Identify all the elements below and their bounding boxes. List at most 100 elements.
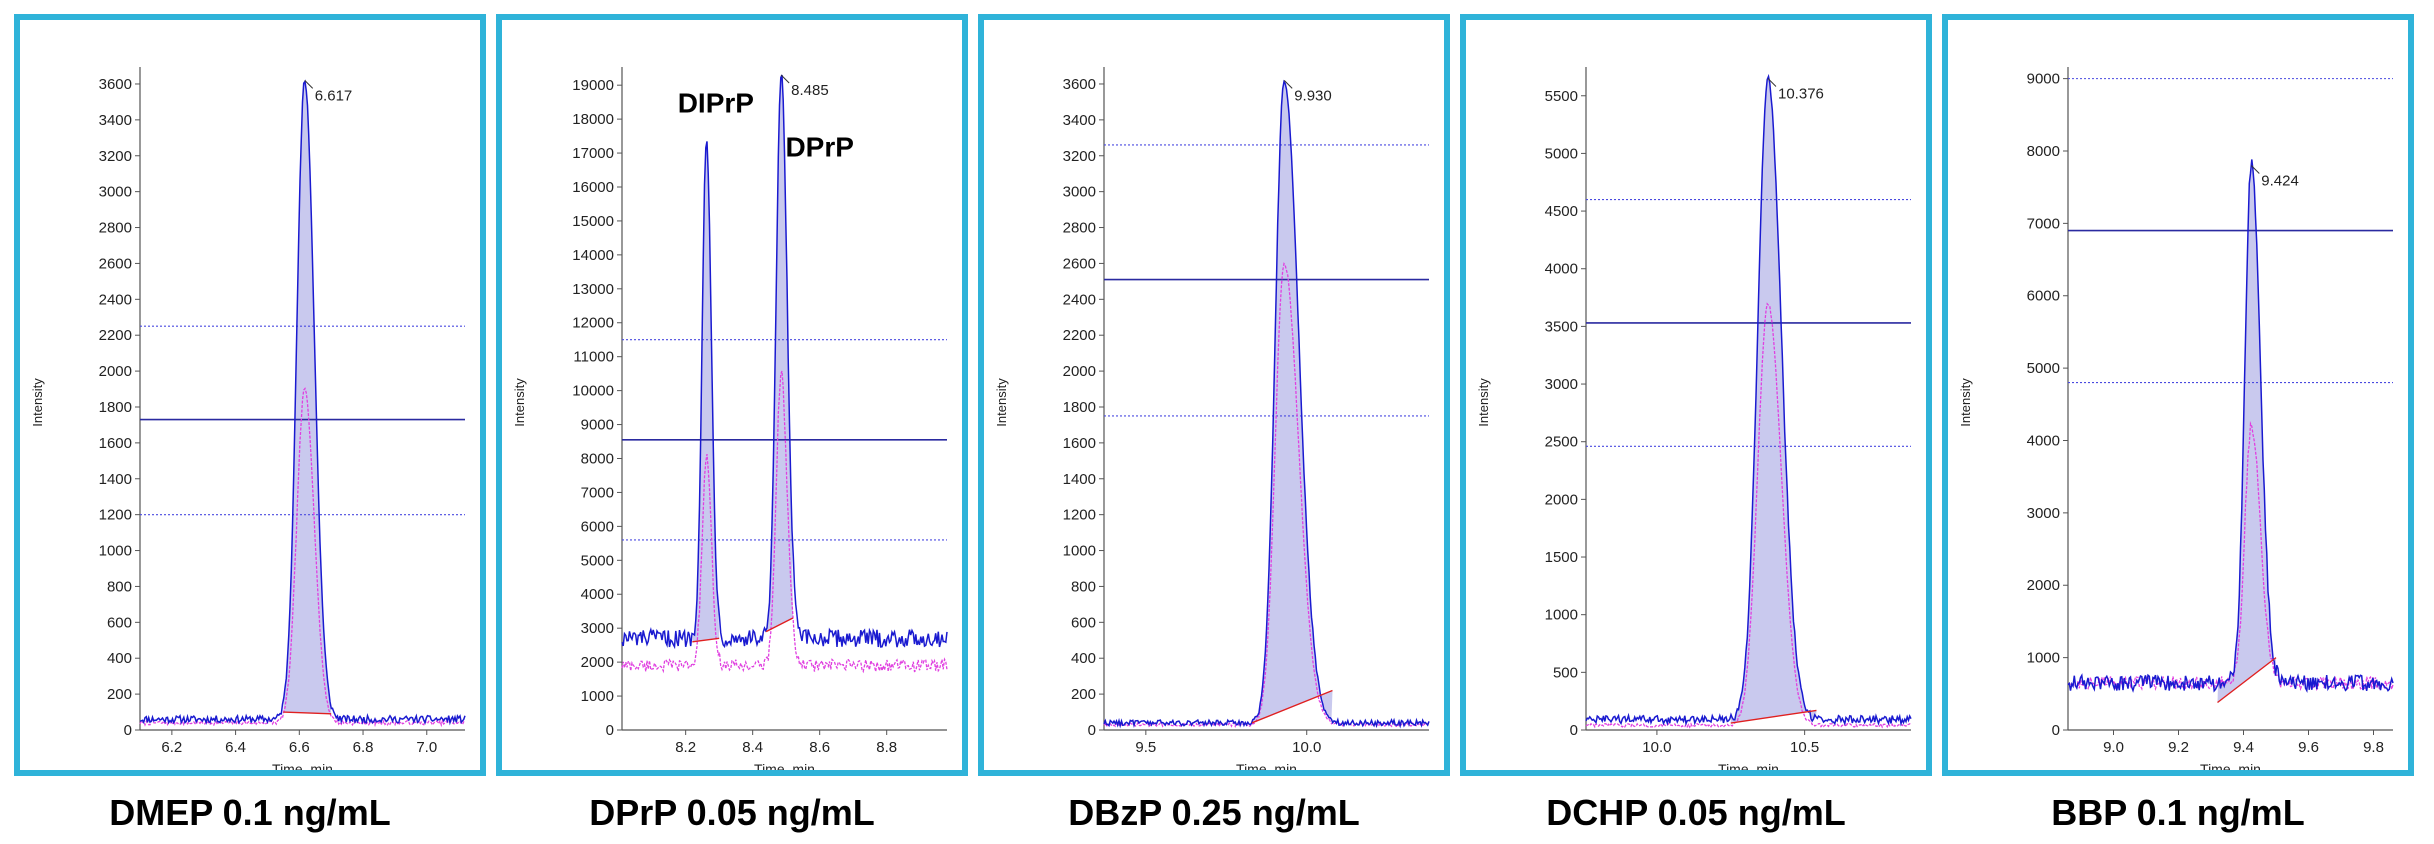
y-tick-label: 3200 (1063, 148, 1096, 165)
integration-baseline (1251, 689, 1333, 724)
y-tick-label: 4000 (2027, 432, 2060, 449)
peak-retention-label: 8.485 (791, 82, 829, 99)
secondary-trace (139, 387, 466, 728)
y-tick-label: 3400 (1063, 112, 1096, 129)
y-tick-label: 2600 (1063, 255, 1096, 272)
y-tick-label: 3400 (99, 112, 132, 129)
caption-1: DMEP 0.1 ng/mL (109, 792, 391, 833)
x-axis-title: Time, min (2200, 761, 2261, 770)
y-tick-label: 3000 (2027, 505, 2060, 522)
x-tick-label: 8.4 (742, 739, 763, 756)
chromatogram-panel-4: 0 500 1000 1500 2000 2500 3000 3500 4000 4500 5000… (1460, 14, 1932, 776)
y-tick-label: 3000 (1545, 376, 1578, 393)
y-tick-label: 1000 (2027, 650, 2060, 667)
y-tick-label: 11000 (573, 349, 614, 366)
y-tick-label: 600 (107, 614, 132, 631)
integration-baseline (2217, 657, 2277, 704)
y-tick-label: 1800 (1063, 399, 1096, 416)
y-tick-label: 4000 (1545, 261, 1578, 278)
y-axis-title: Intensity (1958, 378, 1973, 427)
y-tick-label: 200 (107, 686, 132, 703)
x-tick-label: 9.4 (2233, 739, 2254, 756)
secondary-trace (621, 370, 948, 674)
y-tick-label: 10000 (572, 383, 614, 400)
y-tick-label: 2000 (99, 363, 132, 380)
x-tick-label: 10.0 (1642, 739, 1671, 756)
x-tick-label: 9.5 (1135, 739, 1156, 756)
compound-annotation: DPrP (785, 131, 853, 162)
caption-3: DBzP 0.25 ng/mL (1068, 792, 1360, 833)
y-tick-label: 13000 (572, 281, 614, 298)
integration-baseline (1730, 709, 1817, 724)
y-tick-label: 7000 (581, 484, 614, 501)
y-axis-title: Intensity (512, 378, 527, 427)
x-tick-label: 9.2 (2168, 739, 2189, 756)
peak-retention-label: 10.376 (1778, 85, 1824, 102)
y-tick-label: 2000 (2027, 577, 2060, 594)
y-tick-label: 2600 (99, 255, 132, 272)
y-tick-label: 3200 (99, 148, 132, 165)
y-tick-label: 3600 (99, 76, 132, 93)
y-tick-label: 600 (1071, 614, 1096, 631)
x-tick-label: 8.2 (675, 739, 696, 756)
y-tick-label: 1000 (1545, 607, 1578, 624)
y-tick-label: 1200 (1063, 507, 1096, 524)
y-tick-label: 0 (606, 722, 614, 739)
y-tick-label: 1000 (1063, 543, 1096, 560)
x-tick-label: 10.5 (1790, 739, 1819, 756)
y-tick-label: 6000 (2027, 288, 2060, 305)
y-tick-label: 3000 (1063, 184, 1096, 201)
y-tick-label: 14000 (572, 247, 614, 264)
chromatogram-panel-1: 0 200 400 600 800 1000 1200 1400 1600 1800 2000 220… (14, 14, 486, 776)
y-tick-label: 1000 (581, 688, 614, 705)
y-axis-title: Intensity (994, 378, 1009, 427)
y-tick-label: 7000 (2027, 215, 2060, 232)
y-tick-label: 4000 (581, 586, 614, 603)
y-tick-label: 16000 (572, 179, 614, 196)
integration-baseline (692, 637, 720, 643)
primary-trace (1103, 79, 1430, 729)
x-tick-label: 8.8 (876, 739, 897, 756)
y-tick-label: 6000 (581, 518, 614, 535)
x-tick-label: 8.6 (809, 739, 830, 756)
y-tick-label: 0 (1570, 722, 1578, 739)
y-tick-label: 4500 (1545, 203, 1578, 220)
x-tick-label: 6.8 (353, 739, 374, 756)
peak-retention-label: 9.424 (2261, 172, 2299, 189)
peak-label-leader (1283, 80, 1293, 89)
y-tick-label: 2200 (99, 327, 132, 344)
caption-2: DPrP 0.05 ng/mL (589, 792, 875, 833)
y-tick-label: 1500 (1545, 549, 1578, 566)
x-tick-label: 9.6 (2298, 739, 2319, 756)
y-tick-label: 800 (107, 578, 132, 595)
y-tick-label: 1600 (1063, 435, 1096, 452)
y-axis-title: Intensity (1476, 378, 1491, 427)
peak-label-leader (2250, 165, 2260, 174)
chromatogram-chart-5: 0 1000 2000 3000 4000 5000 6000 7000 8000 9000 9.0… (1958, 67, 2394, 770)
y-tick-label: 2200 (1063, 327, 1096, 344)
y-tick-label: 1200 (99, 507, 132, 524)
y-tick-label: 18000 (572, 111, 614, 128)
y-tick-label: 15000 (572, 213, 614, 230)
secondary-trace (2068, 421, 2394, 692)
y-tick-label: 2800 (1063, 220, 1096, 237)
x-tick-label: 7.0 (416, 739, 437, 756)
y-tick-label: 3000 (581, 620, 614, 637)
primary-trace (621, 74, 948, 650)
peak-area (692, 141, 720, 642)
y-tick-label: 2400 (1063, 291, 1096, 308)
y-tick-label: 0 (2052, 722, 2060, 739)
y-tick-label: 1400 (1063, 471, 1096, 488)
y-tick-label: 2000 (1063, 363, 1096, 380)
peak-retention-label: 6.617 (315, 87, 353, 104)
x-tick-label: 9.8 (2363, 739, 2384, 756)
x-tick-label: 6.6 (289, 739, 310, 756)
y-tick-label: 0 (124, 722, 132, 739)
chromatogram-chart-2: 0 1000 2000 3000 4000 5000 6000 7000 8000 9000 100… (512, 67, 948, 770)
chromatogram-chart-1: 0 200 400 600 800 1000 1200 1400 1600 1800 2000 220… (30, 67, 466, 770)
y-tick-label: 8000 (2027, 143, 2060, 160)
y-tick-label: 2500 (1545, 434, 1578, 451)
y-tick-label: 200 (1071, 686, 1096, 703)
x-axis-title: Time, min (1236, 761, 1297, 770)
peak-label-leader (304, 80, 314, 89)
